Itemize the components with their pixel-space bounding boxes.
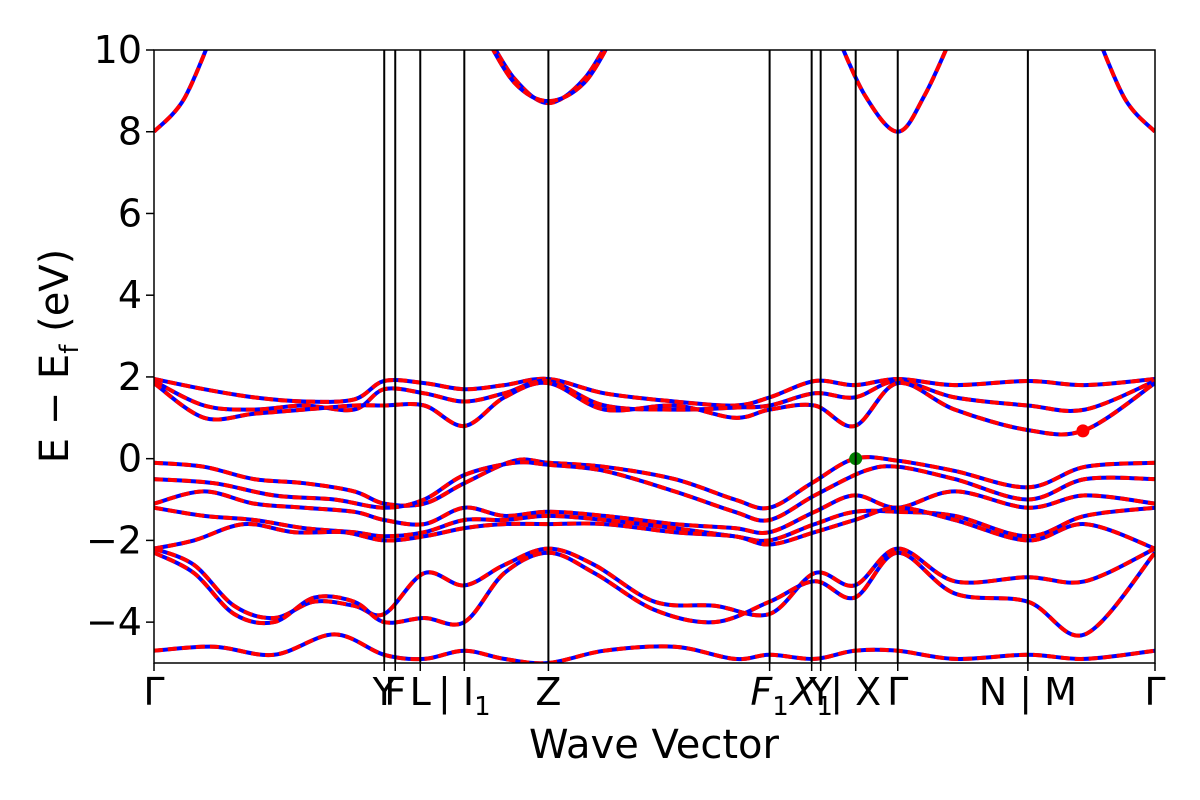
kpoint-label-1: Y	[372, 670, 397, 714]
band-2	[154, 489, 1155, 535]
kpoint-label-5: Z	[535, 670, 561, 714]
band-4-spin-down	[154, 505, 1155, 551]
y-tick-label-1: −2	[86, 518, 142, 562]
band-5-spin-up	[154, 546, 1155, 621]
band-3-spin-down	[154, 505, 1155, 543]
band-13	[491, 50, 608, 104]
y-axis-title-unit: (eV)	[32, 249, 78, 345]
band-14-spin-down	[841, 50, 949, 134]
y-tick-label-3: 2	[118, 355, 142, 399]
kpath-lines	[383, 50, 1029, 663]
y-tick-label-4: 4	[118, 273, 142, 317]
kpoint-label-11: N | M	[979, 670, 1077, 715]
band-7-spin-down	[154, 632, 1155, 663]
band-10-spin-down	[154, 380, 1155, 437]
band-15-spin-up	[1100, 50, 1155, 134]
y-tick-label-7: 10	[94, 28, 142, 72]
y-tick-label-0: −4	[86, 600, 142, 644]
band-3	[154, 505, 1155, 543]
band-11-spin-down	[154, 50, 209, 134]
band-0	[154, 455, 1155, 511]
y-axis-title-main: E − E	[32, 354, 78, 464]
band-1-spin-down	[154, 460, 1155, 523]
kpoint-label-0: Γ	[143, 670, 164, 714]
plot-frame	[153, 49, 1156, 664]
x-axis-title: Wave Vector	[529, 722, 780, 768]
band-6-spin-down	[154, 550, 1155, 638]
y-tick-label-2: 0	[118, 437, 142, 481]
band-11-spin-up	[154, 50, 209, 134]
band-5	[154, 546, 1155, 621]
band-10	[154, 380, 1155, 437]
cbm-marker	[1076, 424, 1090, 438]
band-14	[841, 50, 949, 134]
band-13-spin-down	[491, 50, 608, 104]
band-6	[154, 550, 1155, 638]
kpoint-label-6: F1	[750, 670, 788, 722]
bands-layer	[154, 50, 1155, 663]
kpoint-label-3: L	[410, 670, 431, 714]
band-7	[154, 632, 1155, 663]
y-tick-label-5: 6	[118, 191, 142, 235]
band-8-spin-down	[154, 376, 1155, 408]
kpoint-label-2: F	[384, 670, 406, 714]
band-4	[154, 505, 1155, 551]
kpoint-label-12: Γ	[1144, 670, 1165, 714]
y-axis: −4 −2 0 2 4 6 8 10	[86, 28, 154, 644]
band-11	[154, 50, 209, 134]
band-1-spin-up	[154, 460, 1155, 523]
y-axis-title: E − Ef (eV)	[32, 249, 85, 464]
band-5-spin-down	[154, 546, 1155, 621]
band-1	[154, 460, 1155, 523]
y-axis-title-sub: f	[55, 344, 85, 354]
kpoint-label-10: Γ	[887, 670, 908, 714]
kpoint-label-8: Y	[808, 670, 833, 714]
band-14-spin-up	[841, 50, 949, 134]
band-0-spin-down	[154, 455, 1155, 511]
band-15	[1100, 50, 1155, 134]
kpoint-label-4: | I1	[438, 670, 491, 722]
band-15-spin-down	[1100, 50, 1155, 134]
kpoint-label-7: X1	[788, 670, 833, 722]
band-7-spin-up	[154, 632, 1155, 663]
plot-area	[154, 50, 1155, 663]
band-6-spin-up	[154, 550, 1155, 638]
kpoint-label-9: | X	[830, 670, 881, 715]
band-2-spin-down	[154, 489, 1155, 535]
band-8	[154, 376, 1155, 408]
y-tick-label-6: 8	[118, 110, 142, 154]
